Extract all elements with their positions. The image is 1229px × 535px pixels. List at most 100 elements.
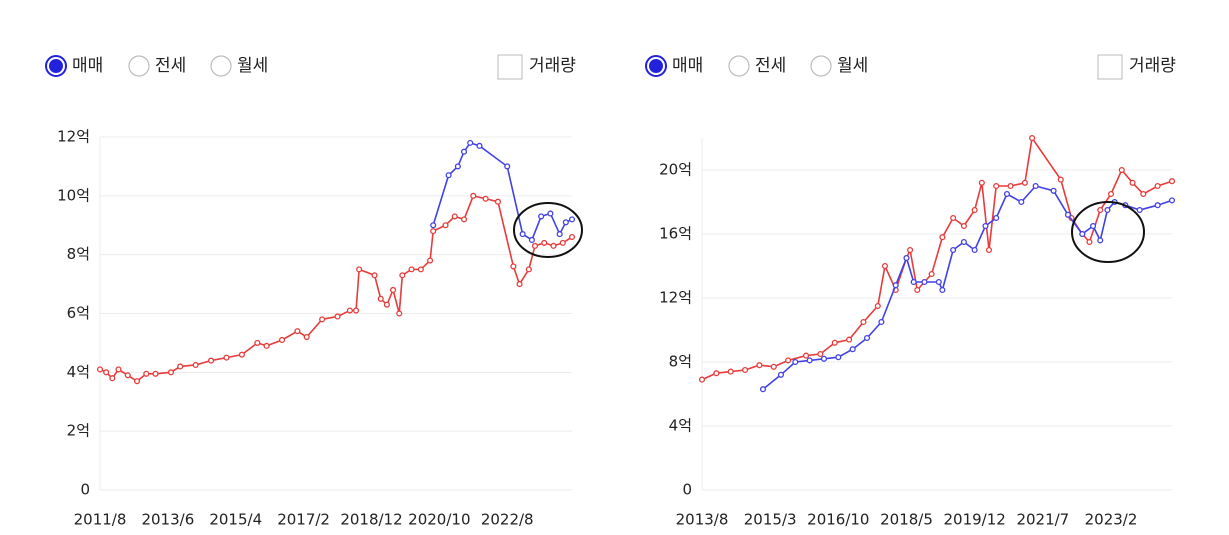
data-point xyxy=(1079,230,1086,238)
radio-label[interactable]: 월세 xyxy=(837,56,868,76)
radio-label[interactable]: 전세 xyxy=(155,56,186,76)
data-point xyxy=(482,195,489,202)
data-point xyxy=(1021,179,1028,186)
y-tick-label: 0 xyxy=(80,481,90,499)
data-point xyxy=(177,363,184,370)
data-point xyxy=(399,272,406,279)
y-tick-label: 8억 xyxy=(669,353,692,371)
data-point xyxy=(860,318,867,326)
data-point xyxy=(835,354,842,361)
data-point xyxy=(278,336,286,344)
data-point xyxy=(467,139,474,146)
radio-button[interactable] xyxy=(728,55,750,77)
x-tick-label: 2023/2 xyxy=(1085,511,1138,529)
data-point xyxy=(531,242,539,249)
data-point xyxy=(1154,202,1161,209)
data-point xyxy=(1118,166,1125,174)
data-point xyxy=(390,286,397,294)
data-point xyxy=(907,246,914,254)
series-line xyxy=(762,185,1173,390)
radio-label[interactable]: 매매 xyxy=(72,56,103,76)
radio-label[interactable]: 월세 xyxy=(237,56,268,76)
data-point xyxy=(208,357,215,364)
data-point xyxy=(817,350,824,358)
data-point xyxy=(460,216,468,223)
data-point xyxy=(1003,190,1011,198)
data-point xyxy=(903,254,910,262)
data-point xyxy=(109,375,116,382)
y-tick-label: 6억 xyxy=(67,304,90,322)
data-point xyxy=(928,270,935,278)
data-point xyxy=(993,182,1000,190)
data-point xyxy=(1090,222,1097,230)
data-point xyxy=(547,210,554,217)
data-point xyxy=(353,307,360,314)
radio-button[interactable] xyxy=(210,55,232,77)
highlight-ellipse xyxy=(1071,201,1145,263)
checkbox-label[interactable]: 거래량 xyxy=(529,56,576,76)
radio-label[interactable]: 전세 xyxy=(755,56,786,76)
data-point xyxy=(1104,206,1111,214)
x-tick-label: 2015/3 xyxy=(744,511,797,529)
y-tick-label: 12억 xyxy=(57,128,90,146)
data-point xyxy=(417,266,424,273)
data-point xyxy=(550,242,557,249)
data-point xyxy=(504,163,511,170)
data-point xyxy=(878,318,885,326)
data-point xyxy=(985,246,993,254)
data-point xyxy=(568,233,576,241)
data-point xyxy=(1136,206,1143,214)
data-point xyxy=(849,346,856,353)
data-point xyxy=(960,238,967,246)
y-tick-label: 10억 xyxy=(57,186,90,204)
data-point xyxy=(881,262,889,270)
radio-button[interactable] xyxy=(810,55,832,77)
data-point xyxy=(430,222,437,229)
data-point xyxy=(442,222,449,229)
y-tick-label: 20억 xyxy=(659,161,692,179)
data-point xyxy=(713,370,720,377)
data-point xyxy=(960,222,967,230)
radio-button[interactable] xyxy=(128,55,150,77)
data-point xyxy=(334,313,341,320)
data-point xyxy=(950,246,957,254)
data-point xyxy=(863,334,871,342)
data-point xyxy=(559,239,566,246)
data-point xyxy=(192,361,199,369)
data-point xyxy=(476,142,483,149)
data-point xyxy=(319,316,326,323)
data-point xyxy=(303,333,310,341)
data-point xyxy=(971,246,978,254)
data-point xyxy=(263,342,270,349)
checkbox-label[interactable]: 거래량 xyxy=(1129,56,1176,76)
data-point xyxy=(167,369,175,376)
data-point xyxy=(451,213,458,220)
data-point xyxy=(792,358,799,366)
data-point xyxy=(103,369,110,376)
data-point xyxy=(494,198,502,205)
x-tick-label: 2020/10 xyxy=(408,511,470,529)
data-point xyxy=(921,278,928,286)
data-point xyxy=(460,148,468,155)
x-tick-label: 2013/6 xyxy=(141,511,194,529)
data-point xyxy=(223,354,230,361)
data-point xyxy=(892,282,899,289)
data-point xyxy=(294,328,301,335)
radio-label[interactable]: 매매 xyxy=(672,56,703,76)
checkbox[interactable] xyxy=(497,54,523,80)
series-line xyxy=(701,135,1173,381)
data-point xyxy=(1032,182,1039,190)
data-point xyxy=(831,339,838,346)
data-point xyxy=(806,357,813,364)
data-point xyxy=(124,372,131,379)
y-tick-label: 0 xyxy=(682,481,692,499)
data-point xyxy=(1007,182,1014,190)
data-point xyxy=(516,281,523,288)
data-point xyxy=(254,339,261,346)
data-point xyxy=(1064,211,1072,218)
data-point xyxy=(143,370,150,377)
x-tick-label: 2022/8 xyxy=(481,511,534,529)
data-point xyxy=(427,257,434,264)
checkbox[interactable] xyxy=(1097,54,1123,80)
data-point xyxy=(1057,176,1064,183)
